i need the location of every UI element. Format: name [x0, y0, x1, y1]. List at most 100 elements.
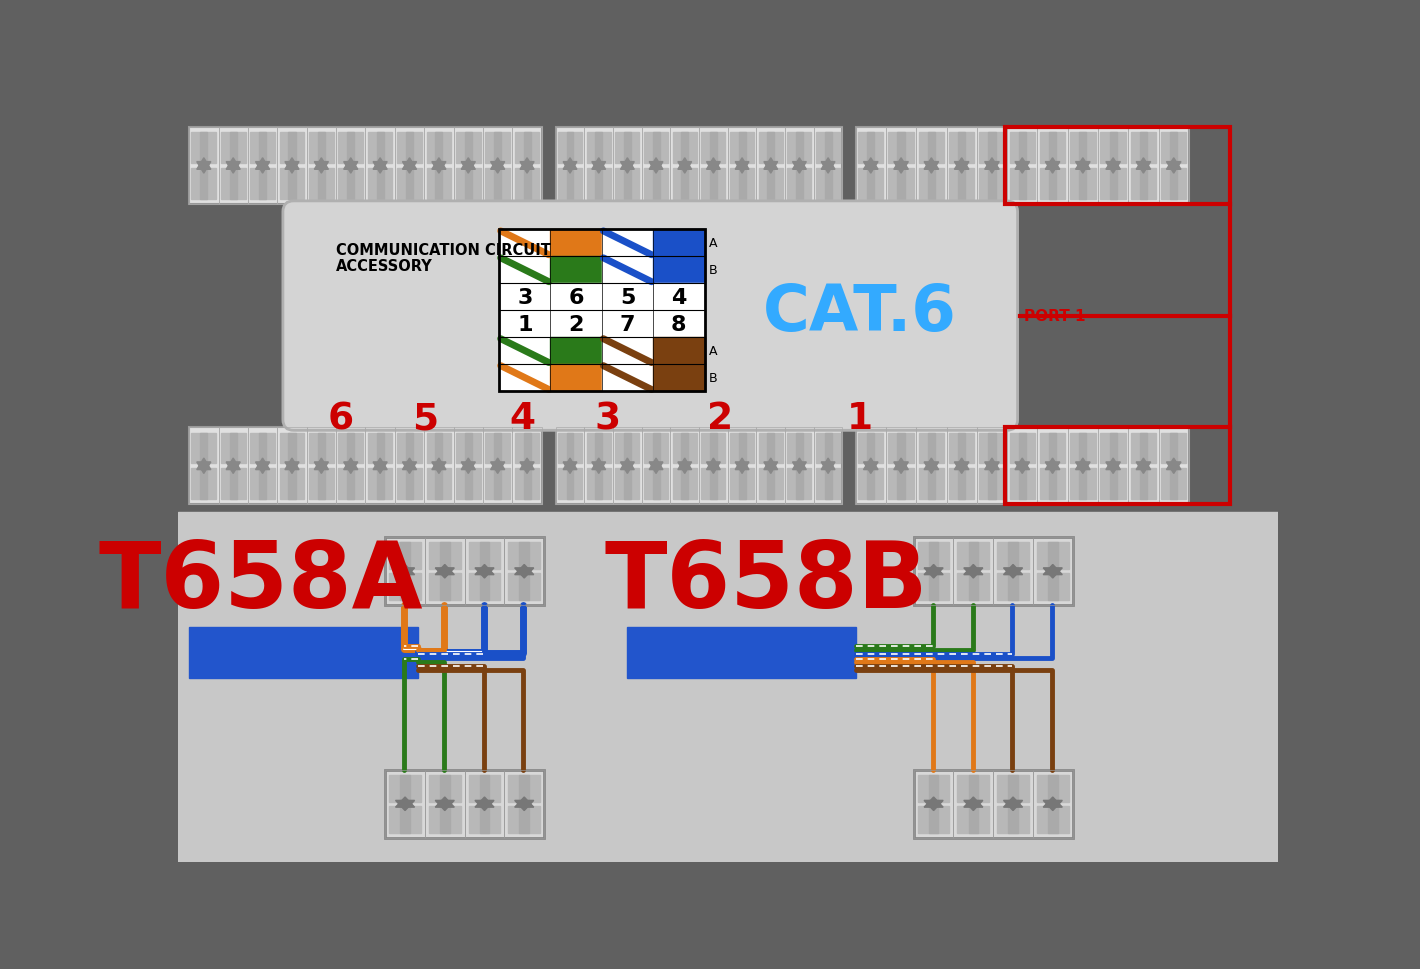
Polygon shape [1166, 159, 1181, 171]
Bar [653, 338, 704, 364]
Bar [189, 427, 542, 505]
Bar [318, 133, 325, 200]
Polygon shape [677, 163, 692, 174]
Text: 5: 5 [412, 400, 439, 437]
Bar [1100, 169, 1126, 200]
Bar [993, 538, 1032, 606]
Polygon shape [520, 159, 534, 171]
Bar [464, 133, 471, 200]
Bar [959, 433, 966, 499]
Text: 3: 3 [595, 400, 621, 437]
Polygon shape [893, 458, 909, 470]
Bar [1100, 133, 1126, 164]
Polygon shape [621, 163, 635, 174]
Polygon shape [964, 797, 983, 807]
Bar [192, 469, 216, 499]
Text: PORT 1: PORT 1 [1024, 309, 1085, 324]
Bar [814, 427, 842, 505]
Polygon shape [402, 163, 416, 174]
Polygon shape [373, 458, 388, 470]
Bar [483, 128, 513, 204]
Bar [337, 427, 365, 505]
Bar [653, 133, 659, 200]
Bar [758, 169, 782, 200]
Polygon shape [396, 800, 415, 811]
Bar [738, 133, 746, 200]
Bar [988, 133, 995, 200]
Polygon shape [649, 458, 663, 470]
Polygon shape [1044, 800, 1062, 811]
Polygon shape [256, 159, 270, 171]
Bar [1018, 433, 1025, 499]
Bar [376, 433, 383, 499]
Polygon shape [792, 458, 807, 470]
Bar [916, 128, 947, 204]
Polygon shape [1045, 462, 1059, 474]
Bar [248, 427, 277, 505]
Polygon shape [964, 565, 983, 575]
Polygon shape [707, 163, 720, 174]
Text: ACCESSORY: ACCESSORY [337, 259, 433, 273]
Polygon shape [226, 462, 240, 474]
Polygon shape [474, 565, 494, 575]
Polygon shape [764, 458, 778, 470]
Polygon shape [1045, 159, 1059, 171]
Text: 4: 4 [510, 400, 535, 437]
Bar [947, 427, 977, 505]
Bar [868, 133, 875, 200]
Bar [338, 133, 364, 164]
Bar [498, 284, 704, 311]
Bar [1071, 433, 1096, 464]
Bar [338, 433, 364, 464]
Bar [551, 364, 602, 391]
Polygon shape [924, 800, 943, 811]
Bar [498, 311, 704, 338]
Bar [288, 133, 295, 200]
Polygon shape [474, 800, 494, 811]
Bar [486, 169, 510, 200]
Polygon shape [564, 159, 577, 171]
Polygon shape [707, 462, 720, 474]
Polygon shape [984, 462, 1000, 474]
Polygon shape [736, 458, 748, 470]
Polygon shape [764, 159, 778, 171]
Bar [615, 433, 639, 464]
Bar [368, 169, 392, 200]
Bar [758, 133, 782, 164]
Bar [602, 364, 653, 391]
FancyBboxPatch shape [283, 202, 1018, 431]
Polygon shape [436, 565, 454, 575]
Polygon shape [314, 458, 328, 470]
Text: 4: 4 [672, 288, 686, 307]
Bar [514, 433, 540, 464]
Bar [816, 469, 841, 499]
Bar [856, 427, 1189, 505]
Bar [1010, 133, 1035, 164]
Bar [585, 128, 613, 204]
Bar [645, 433, 667, 464]
Polygon shape [621, 159, 635, 171]
Polygon shape [1044, 565, 1062, 575]
Bar [250, 133, 275, 164]
Bar [917, 574, 950, 601]
Bar [670, 427, 699, 505]
Bar [1130, 433, 1156, 464]
Text: 8: 8 [672, 314, 687, 334]
Bar [555, 427, 842, 505]
Bar [949, 169, 974, 200]
Bar [310, 169, 334, 200]
Bar [504, 538, 544, 606]
Polygon shape [677, 159, 692, 171]
Text: 1: 1 [846, 400, 872, 437]
Polygon shape [964, 568, 983, 578]
Polygon shape [432, 462, 446, 474]
Bar [192, 169, 216, 200]
Bar [513, 128, 542, 204]
Text: B: B [709, 264, 717, 277]
Text: 2: 2 [707, 400, 733, 437]
Bar [710, 433, 717, 499]
Polygon shape [863, 458, 878, 470]
Bar [469, 775, 500, 802]
Polygon shape [592, 159, 605, 171]
Polygon shape [863, 163, 878, 174]
